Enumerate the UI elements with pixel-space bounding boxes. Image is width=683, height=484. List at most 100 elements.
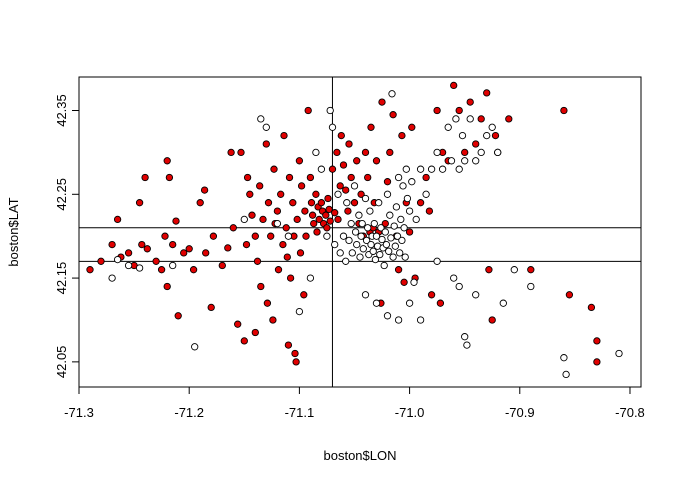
data-point xyxy=(306,274,315,282)
data-point xyxy=(367,123,375,131)
data-point xyxy=(273,219,282,228)
data-point xyxy=(350,182,359,190)
data-point xyxy=(359,245,367,253)
data-point xyxy=(323,224,331,232)
data-point xyxy=(334,190,342,198)
data-point xyxy=(339,161,348,169)
data-point xyxy=(284,232,293,240)
data-point xyxy=(152,257,160,265)
data-point xyxy=(356,253,364,261)
data-point xyxy=(240,215,248,224)
data-point xyxy=(375,199,383,207)
data-point xyxy=(405,299,414,307)
data-point xyxy=(295,307,304,316)
data-point xyxy=(455,282,463,291)
data-point xyxy=(390,222,398,230)
data-point xyxy=(246,190,254,198)
data-point xyxy=(472,291,480,299)
data-point xyxy=(333,148,341,157)
data-point xyxy=(483,131,491,140)
data-point xyxy=(361,148,370,157)
data-point xyxy=(180,249,188,257)
data-point xyxy=(433,257,441,265)
data-point xyxy=(488,123,496,131)
data-point xyxy=(108,274,116,282)
data-point xyxy=(286,274,295,282)
data-point xyxy=(389,111,397,119)
data-point xyxy=(293,215,301,224)
data-point xyxy=(380,261,388,270)
data-point xyxy=(364,224,372,232)
data-point xyxy=(391,242,399,250)
data-point xyxy=(196,199,204,207)
data-point xyxy=(295,157,304,165)
data-point xyxy=(279,240,287,249)
data-point xyxy=(483,89,491,97)
data-point xyxy=(593,337,601,345)
data-point xyxy=(325,205,333,214)
data-point xyxy=(396,249,404,257)
data-point xyxy=(383,190,392,198)
data-point xyxy=(587,303,596,312)
data-point xyxy=(243,173,252,182)
data-point xyxy=(344,207,352,215)
data-point xyxy=(348,249,356,257)
data-point xyxy=(285,173,294,182)
data-point xyxy=(289,199,297,207)
data-point xyxy=(367,240,375,249)
data-point xyxy=(165,173,174,182)
data-point xyxy=(397,215,405,224)
data-point xyxy=(403,194,412,203)
data-point xyxy=(274,266,283,274)
data-point xyxy=(615,349,623,358)
data-point xyxy=(143,245,151,253)
data-point xyxy=(234,320,242,328)
data-point xyxy=(562,370,570,379)
data-point xyxy=(141,173,149,182)
data-point xyxy=(461,333,469,341)
data-point xyxy=(347,173,355,182)
x-tick-label: -71.3 xyxy=(64,405,94,420)
data-point xyxy=(282,224,290,232)
data-point xyxy=(185,245,193,253)
data-point xyxy=(229,224,237,232)
data-point xyxy=(218,261,226,270)
data-point xyxy=(477,148,485,157)
data-point xyxy=(358,219,366,228)
data-point xyxy=(113,215,122,224)
data-point xyxy=(113,255,122,264)
data-point xyxy=(322,211,330,219)
data-point xyxy=(257,282,265,291)
data-point xyxy=(405,207,414,215)
data-point xyxy=(416,165,425,173)
data-point xyxy=(376,250,384,259)
x-axis-title: boston$LON xyxy=(324,448,397,463)
data-point xyxy=(361,291,370,299)
data-point xyxy=(444,123,452,131)
data-point xyxy=(86,266,94,274)
data-point xyxy=(386,148,394,157)
data-point xyxy=(291,349,299,358)
x-axis: -71.3 -71.2 -71.1 -71.0 -70.9 -70.8 xyxy=(64,386,645,420)
data-point xyxy=(392,203,401,211)
data-point xyxy=(593,358,601,366)
data-point xyxy=(313,228,321,236)
data-point xyxy=(297,182,306,190)
x-tick-label: -70.8 xyxy=(615,405,645,420)
data-point xyxy=(172,217,180,225)
data-point xyxy=(372,157,381,165)
data-point xyxy=(292,358,300,366)
data-point xyxy=(370,219,378,228)
data-point xyxy=(283,253,291,261)
data-point xyxy=(400,278,408,286)
data-point xyxy=(355,211,363,219)
data-point xyxy=(433,106,441,115)
data-point xyxy=(326,217,334,225)
data-points xyxy=(86,81,623,379)
data-point xyxy=(317,199,326,207)
data-point xyxy=(402,165,410,173)
data-point xyxy=(161,232,169,240)
data-point xyxy=(398,131,406,140)
data-point xyxy=(342,186,350,194)
